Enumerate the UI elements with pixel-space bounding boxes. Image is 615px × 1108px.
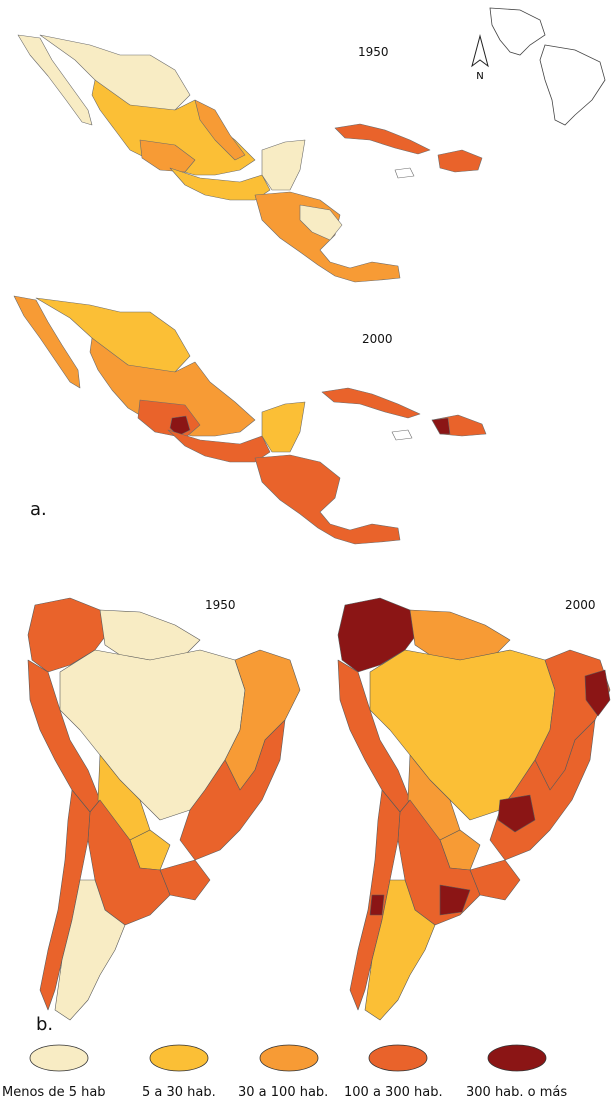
year-label-a-1950: 1950	[358, 45, 389, 59]
hispaniola-1950	[437, 149, 483, 173]
mexico-center-1950	[91, 79, 256, 176]
map-b-1950	[27, 597, 301, 1021]
haiti-2000	[431, 417, 451, 435]
central-america-east-1950	[299, 204, 343, 241]
legend-swatch-1	[149, 1044, 209, 1072]
legend-label-0: Menos de 5 hab	[2, 1085, 106, 1100]
inset-south-america	[539, 44, 606, 126]
brazil-southeast-1950	[179, 719, 286, 861]
north-arrow: N	[471, 34, 489, 82]
venezuela-guianas-1950	[99, 609, 201, 661]
colombia-2000	[337, 597, 421, 673]
jamaica-2000	[391, 429, 413, 441]
baja-california-2000	[13, 295, 81, 389]
panel-label-b: b.	[36, 1014, 53, 1035]
north-arrow-icon	[471, 34, 489, 68]
mexico-south-2000	[167, 429, 271, 463]
north-arrow-label: N	[476, 71, 483, 82]
brazil-northeast-dense-2000	[584, 669, 611, 717]
mexico-center-2000	[89, 337, 256, 437]
year-label-a-2000: 2000	[362, 332, 393, 346]
legend-label-3: 100 a 300 hab.	[344, 1085, 443, 1100]
year-label-b-1950: 1950	[205, 598, 236, 612]
cuba-2000	[321, 387, 421, 419]
map-b-2000	[337, 597, 611, 1021]
legend-label-2: 30 a 100 hab.	[238, 1085, 329, 1100]
legend-swatch-2	[259, 1044, 319, 1072]
patagonia-2000	[364, 879, 436, 1021]
americas-inset-map	[489, 7, 606, 126]
legend-label-4: 300 hab. o más	[466, 1085, 568, 1100]
patagonia-1950	[54, 879, 126, 1021]
map-a-2000	[13, 295, 487, 545]
chile-1950	[39, 789, 91, 1011]
jamaica-1950	[394, 167, 415, 179]
panel-label-a: a.	[30, 499, 47, 520]
year-label-b-2000: 2000	[565, 598, 596, 612]
sao-paulo-2000	[497, 794, 536, 833]
yucatan-2000	[261, 401, 306, 453]
legend-swatch-0	[29, 1044, 89, 1072]
central-america-2000	[254, 454, 401, 545]
mexico-core-1950	[139, 139, 196, 173]
colombia-1950	[27, 597, 111, 673]
cuba-1950	[334, 123, 431, 155]
yucatan-1950	[261, 139, 306, 191]
mexico-gulf-1950	[194, 99, 246, 161]
buenos-aires-2000	[439, 884, 471, 916]
legend	[29, 1044, 547, 1072]
santiago-2000	[369, 894, 385, 916]
map-a-1950	[17, 34, 483, 283]
venezuela-guianas-2000	[409, 609, 511, 661]
legend-swatch-4	[487, 1044, 547, 1072]
legend-swatch-3	[368, 1044, 428, 1072]
baja-california-1950	[17, 34, 93, 126]
legend-label-1: 5 a 30 hab.	[142, 1085, 216, 1100]
mexico-city-2000	[169, 415, 191, 437]
inset-north-america	[489, 7, 546, 56]
